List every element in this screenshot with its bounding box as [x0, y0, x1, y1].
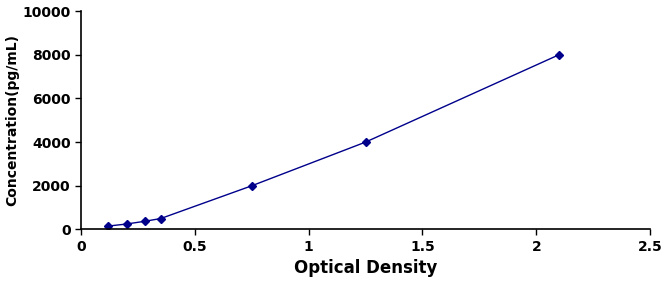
- Y-axis label: Concentration(pg/mL): Concentration(pg/mL): [5, 34, 19, 206]
- X-axis label: Optical Density: Optical Density: [294, 260, 438, 277]
